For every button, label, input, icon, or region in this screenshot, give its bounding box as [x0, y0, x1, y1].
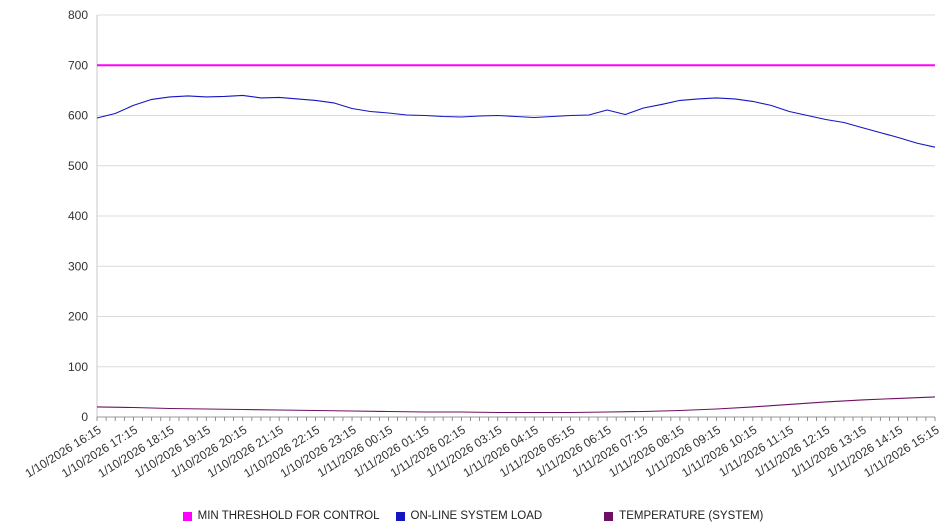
y-tick-label: 600 [68, 109, 88, 123]
chart-plot-area: 0 100 200 300 400 500 600 700 800 1/10/2026 16:15… [23, 8, 942, 481]
y-tick-label: 0 [81, 410, 88, 424]
legend-swatch-icon [604, 511, 614, 521]
legend-item: ON-LINE SYSTEM LOAD [395, 510, 543, 522]
legend-swatch-icon [395, 511, 405, 521]
legend-item: MIN THRESHOLD FOR CONTROL [182, 510, 380, 522]
legend-label: MIN THRESHOLD FOR CONTROL [197, 510, 380, 522]
legend-item: TEMPERATURE (SYSTEM) [604, 510, 763, 522]
y-tick-label: 100 [68, 360, 88, 374]
legend-label: ON-LINE SYSTEM LOAD [410, 510, 543, 522]
y-axis-labels: 0 100 200 300 400 500 600 700 800 [68, 8, 88, 424]
legend-label: TEMPERATURE (SYSTEM) [619, 510, 764, 522]
y-tick-label: 200 [68, 310, 88, 324]
series-line [96, 396, 936, 414]
chart-legend: MIN THRESHOLD FOR CONTROL ON-LINE SYSTEM … [0, 510, 946, 522]
y-tick-label: 400 [68, 209, 88, 223]
y-tick-label: 300 [68, 259, 88, 273]
gridlines [97, 14, 935, 368]
x-axis-labels: 1/10/2026 16:151/10/2026 17:151/10/2026 … [23, 422, 942, 480]
legend-swatch-icon [182, 511, 192, 521]
y-tick-label: 700 [68, 58, 88, 72]
y-tick-label: 500 [68, 159, 88, 173]
y-tick-label: 800 [68, 8, 88, 22]
x-axis-ticks [96, 417, 936, 421]
series-line [96, 94, 936, 148]
